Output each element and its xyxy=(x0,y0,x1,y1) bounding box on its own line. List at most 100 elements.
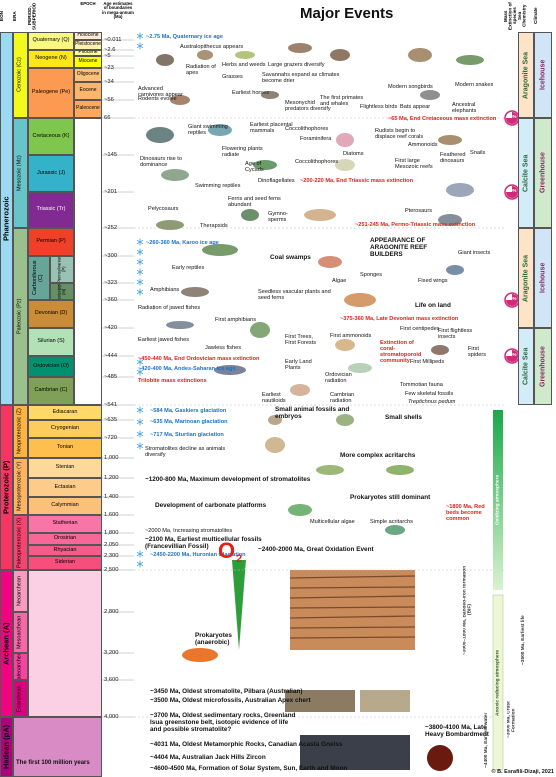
side-note: ~3000 Ma, Crust Formation xyxy=(507,701,516,739)
organism-illustration xyxy=(318,256,342,268)
event-label: Early Land Plants xyxy=(285,359,312,372)
event-label: Early reptiles xyxy=(172,265,205,271)
period: Ediacaran xyxy=(28,405,102,420)
age-label: ~541 xyxy=(104,402,118,408)
ice-age-snowflake xyxy=(136,258,144,266)
age-label: 1,200 xyxy=(104,475,119,481)
event-label: Simple acritarchs xyxy=(370,519,413,525)
organism-illustration xyxy=(156,54,174,66)
snowflake-arm xyxy=(136,369,144,375)
period: Carboniferous (C) xyxy=(28,256,50,300)
event-label: ~420-400 Ma, Andes-Saharan ice age xyxy=(138,366,236,372)
era: Neoarchean xyxy=(13,570,28,612)
ice-age-snowflake xyxy=(136,32,144,40)
snowflake-arm xyxy=(136,279,144,285)
event-label: Treptichnus pedum xyxy=(408,399,456,405)
event-label: Dinosaurs rise to dominance xyxy=(140,156,182,169)
period: Cambrian (C) xyxy=(28,377,74,405)
organism-illustration xyxy=(156,220,184,230)
organism-illustration xyxy=(290,384,310,396)
sea-chemistry: Calcite Sea xyxy=(518,118,534,228)
organism-illustration xyxy=(335,339,355,351)
organism-illustration xyxy=(344,293,376,307)
snowflake-arm xyxy=(136,249,144,255)
extinction-slice xyxy=(506,112,518,124)
anoxic-bar xyxy=(492,594,504,771)
organism-illustration xyxy=(446,265,464,275)
organism-illustration xyxy=(420,90,440,100)
snowflake-arm xyxy=(136,43,144,49)
event-label: Pterosaurs xyxy=(405,208,433,214)
age-label: 1,600 xyxy=(104,512,119,518)
era: Paleoproterozoic (X) xyxy=(13,515,28,570)
period: Cretaceous (K) xyxy=(28,118,74,155)
ice-age-snowflake xyxy=(136,358,144,366)
event-label: First Millipeds xyxy=(410,359,445,365)
event-label: Gymno-sperms xyxy=(268,211,288,224)
organism-illustration xyxy=(316,465,344,475)
age-label: ~252 xyxy=(104,225,118,231)
period: Devonian (D) xyxy=(28,300,74,328)
event-label: ~3500 Ma, Oldest microfossils, Australia… xyxy=(150,697,311,704)
stromatolite-photo xyxy=(285,690,355,712)
period: Paleogene (Pe) xyxy=(28,68,74,118)
event-label: Grasses xyxy=(222,74,243,80)
snowflake-arm xyxy=(136,431,144,437)
period: Tonian xyxy=(28,438,102,458)
organism-illustration xyxy=(253,160,277,170)
event-label: Life on land xyxy=(415,302,451,309)
event-label: ~260-360 Ma, Karoo ice age xyxy=(146,240,219,246)
period: Quaternary (Q) xyxy=(28,32,74,50)
organism-illustration xyxy=(431,345,449,355)
age-label: 2,800 xyxy=(104,609,119,615)
event-label: Flowering plants radiate xyxy=(222,146,263,159)
side-note: Bacteria and Acritarcha (prokaryotes) xyxy=(244,563,255,617)
extinction-label: 76% xyxy=(507,114,517,119)
title: Major Events xyxy=(300,5,394,22)
organism-illustration xyxy=(438,214,462,226)
ice-age-snowflake xyxy=(136,288,144,296)
event-label: The first primates and whales xyxy=(320,95,364,108)
event-label: Stromatolites decline as animals diversi… xyxy=(145,446,226,459)
event-label: ~2450-2200 Ma, Huronian Glaciation xyxy=(150,552,246,558)
event-label: Tommotian fauna xyxy=(400,382,443,388)
event-label: ~2100 Ma, Earliest multicellular fossils… xyxy=(145,536,262,551)
period: Jurassic (J) xyxy=(28,155,74,192)
event-label: ~3450 Ma, Oldest stromatolite, Pilbara (… xyxy=(150,688,303,695)
snowflake-arm xyxy=(136,33,144,39)
age-label: ~56 xyxy=(104,97,114,103)
event-label: ~3800-4100 Ma, Late Heavy Bombardment xyxy=(425,724,489,739)
organism-illustration xyxy=(446,183,474,197)
period: Ordovician (O) xyxy=(28,356,74,377)
age-label: ~360 xyxy=(104,297,118,303)
climate: Greenhouse xyxy=(534,118,552,228)
snowflake-arm xyxy=(136,419,144,425)
era: Mesozoic (Mz) xyxy=(13,118,28,228)
event-label: Australopithecus appears xyxy=(180,44,244,50)
event-label: Jawless fishes xyxy=(205,345,242,351)
extinction-slice xyxy=(506,294,518,306)
snowflake-arm xyxy=(136,269,144,275)
event-label: Swimming reptiles xyxy=(195,183,241,189)
eon: Phanerozoic xyxy=(0,32,13,405)
age-label: ~323 xyxy=(104,280,118,286)
credit: © B. Esrafili-Dizaji, 2021 xyxy=(491,769,554,775)
column-header: Mass Extinction of species xyxy=(503,2,518,30)
snowflake-arm xyxy=(136,259,144,265)
period: Stenian xyxy=(28,458,102,478)
event-label: Earliest horses xyxy=(232,90,269,96)
snowflake-arm xyxy=(136,359,144,365)
age-label: ~201 xyxy=(104,189,118,195)
organism-illustration xyxy=(336,133,354,147)
sea-chemistry: Calcite Sea xyxy=(518,328,534,405)
event-label: Modern songbirds xyxy=(388,84,433,90)
organism-illustration xyxy=(456,55,484,65)
ice-age-snowflake xyxy=(136,418,144,426)
early-earth xyxy=(427,745,453,771)
ice-age-snowflake xyxy=(136,248,144,256)
eon: Proterozoic (P) xyxy=(0,405,13,570)
organism-illustration xyxy=(288,504,312,516)
ice-age-snowflake xyxy=(136,268,144,276)
event-label: Pelycosaurs xyxy=(148,206,179,212)
organism-illustration xyxy=(161,169,189,181)
